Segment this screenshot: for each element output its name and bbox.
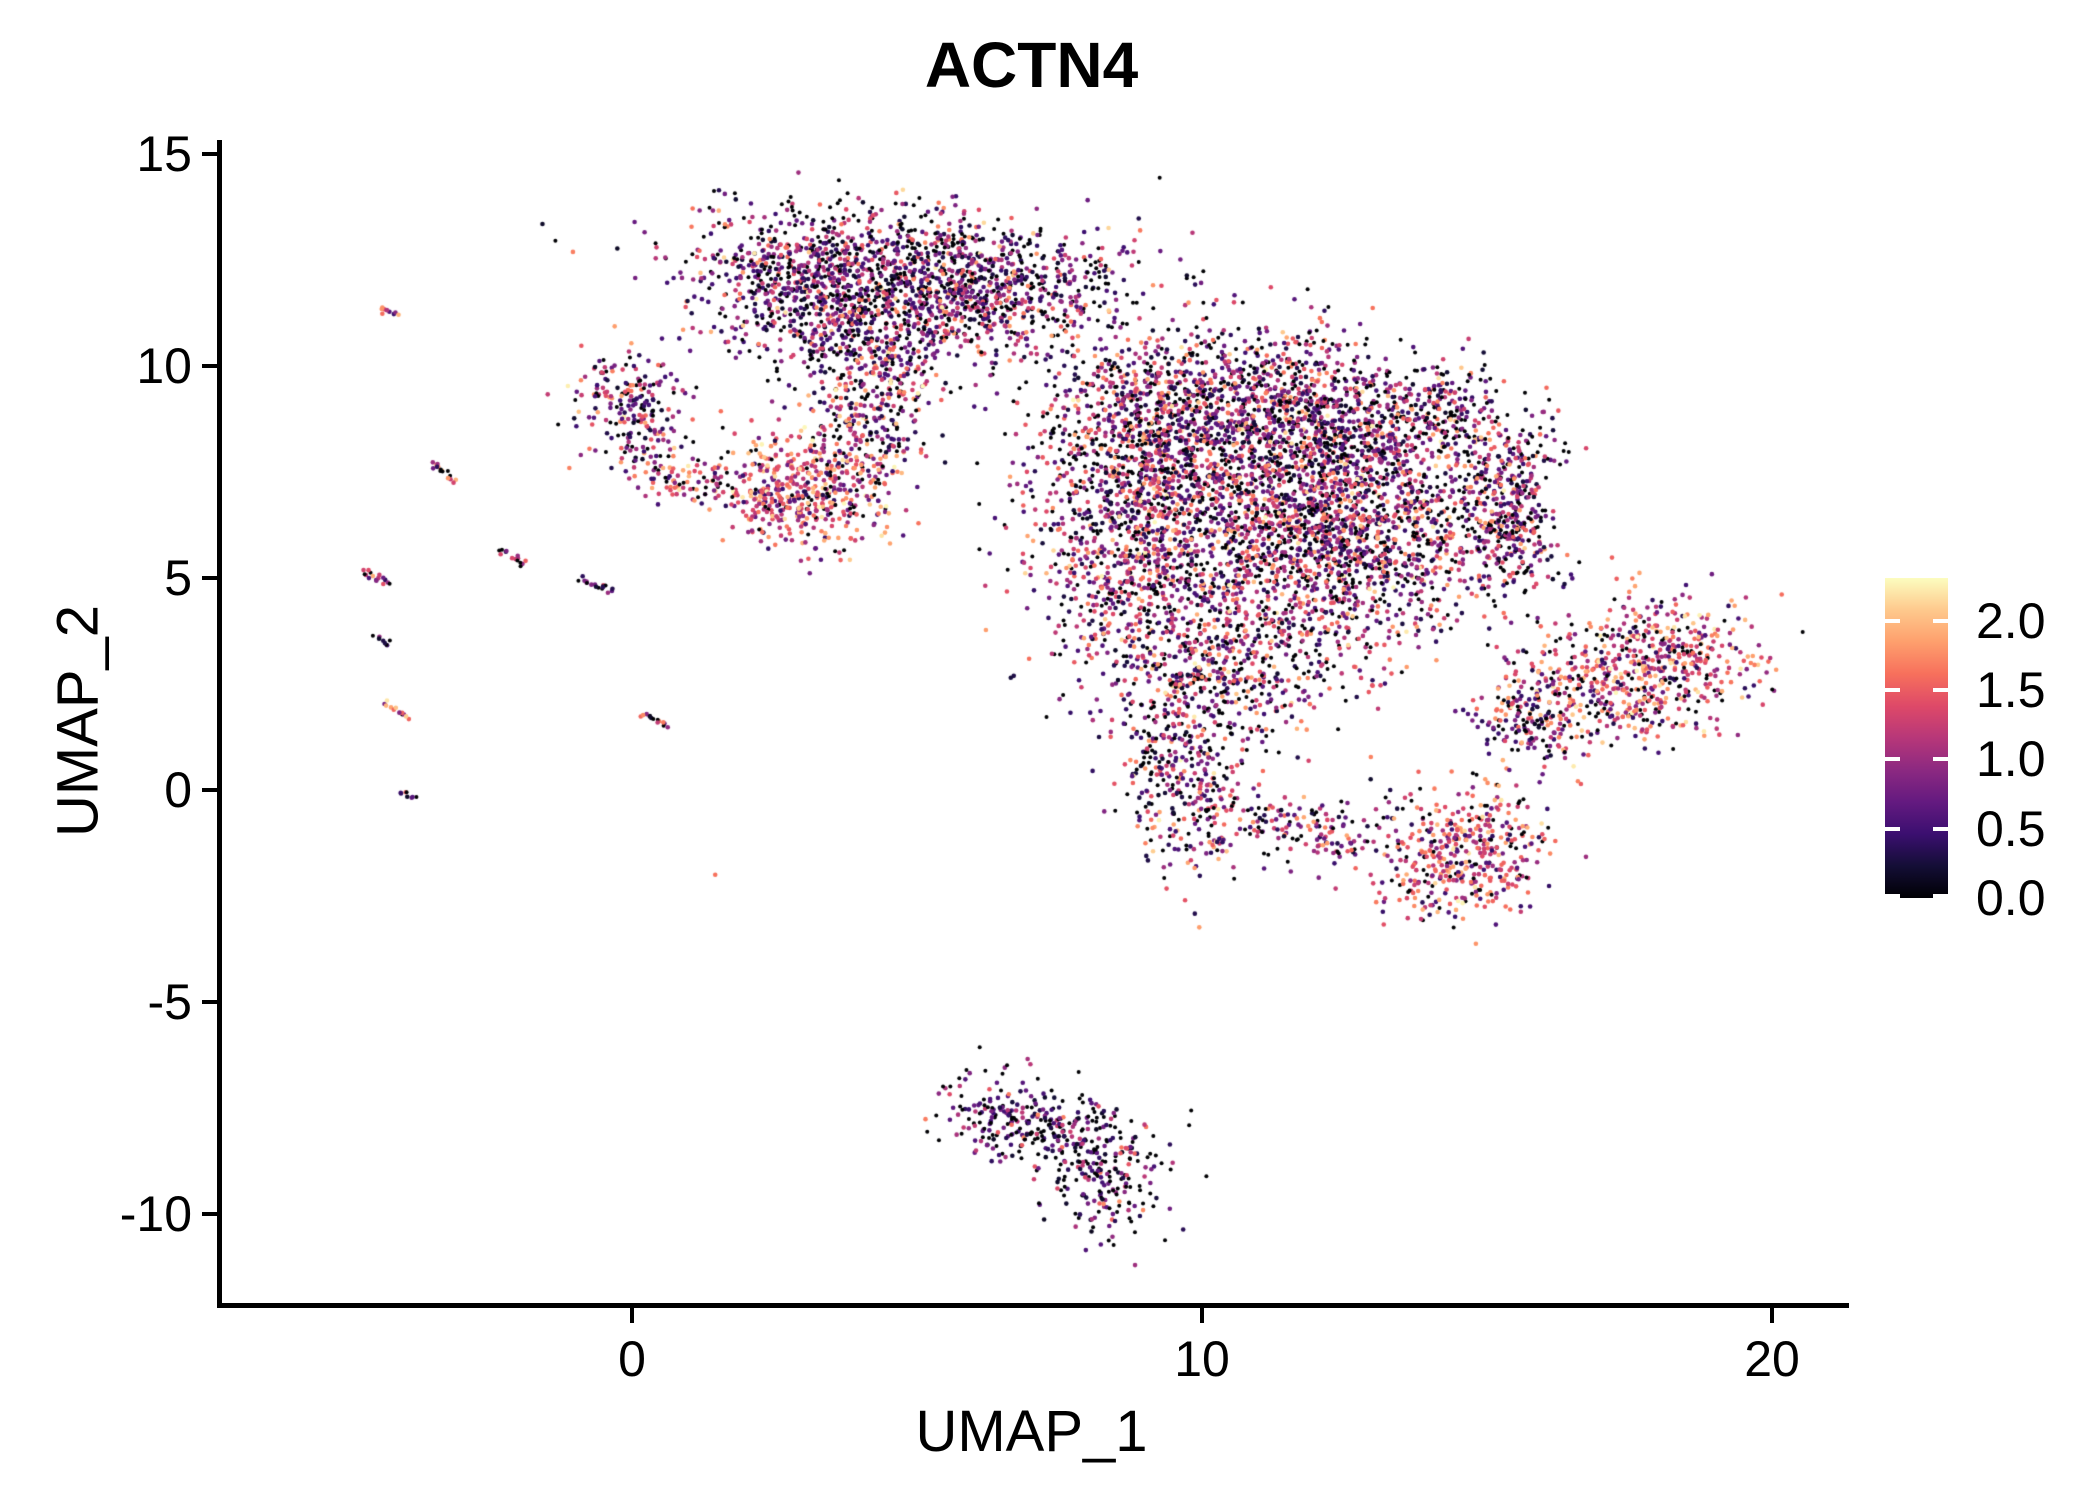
x-tick-label: 10	[1174, 1331, 1230, 1387]
x-axis-title: UMAP_1	[915, 1399, 1148, 1464]
y-tick-label: 15	[136, 126, 192, 182]
y-tick-label: 0	[164, 762, 192, 818]
colorbar-tick-mark	[1885, 757, 1900, 762]
y-axis-line	[217, 140, 222, 1308]
colorbar-tick-mark	[1885, 688, 1900, 693]
colorbar-tick-label: 1.5	[1976, 662, 2046, 719]
y-axis-title: UMAP_2	[45, 604, 111, 838]
colorbar-tick-label: 1.0	[1976, 731, 2046, 788]
y-tick-label: -10	[119, 1186, 192, 1242]
colorbar-tick-label: 0.5	[1976, 800, 2046, 857]
x-tick-mark	[1200, 1308, 1204, 1323]
y-tick-mark	[202, 1000, 217, 1004]
x-tick-mark	[630, 1308, 634, 1323]
y-tick-mark	[202, 576, 217, 580]
colorbar-tick-label: 0.0	[1976, 870, 2046, 926]
y-tick-label: -5	[147, 974, 192, 1030]
colorbar-tick-mark	[1885, 618, 1900, 623]
y-tick-label: 10	[136, 338, 192, 394]
colorbar-tick-mark	[1933, 826, 1948, 831]
x-tick-mark	[1770, 1308, 1774, 1323]
y-tick-mark	[202, 364, 217, 368]
x-axis-line	[217, 1303, 1849, 1308]
colorbar-tick-mark	[1885, 826, 1900, 831]
colorbar-tick-mark	[1885, 894, 1900, 898]
y-tick-mark	[202, 788, 217, 792]
colorbar-tick-mark	[1933, 618, 1948, 623]
y-tick-mark	[202, 152, 217, 156]
colorbar-gradient	[1885, 578, 1948, 898]
y-tick-mark	[202, 1212, 217, 1216]
x-tick-label: 20	[1744, 1331, 1800, 1387]
colorbar-tick-mark	[1933, 757, 1948, 762]
x-tick-label: 0	[618, 1331, 646, 1387]
colorbar-tick-mark	[1933, 894, 1948, 898]
colorbar-tick-label: 2.0	[1976, 592, 2046, 649]
y-tick-label: 5	[164, 550, 192, 606]
colorbar-tick-mark	[1933, 688, 1948, 693]
